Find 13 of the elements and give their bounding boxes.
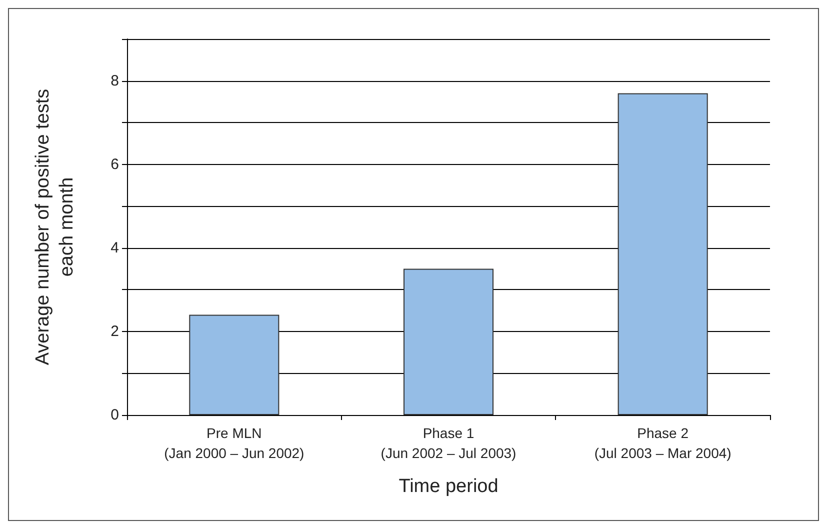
bar: [403, 268, 494, 415]
x-axis-title: Time period: [398, 476, 498, 497]
x-tick-label: Phase 1 (Jun 2002 – Jul 2003): [380, 425, 516, 461]
y-tick-label: 6: [110, 156, 119, 173]
y-axis-title: Average number of positive tests each month: [32, 88, 78, 366]
y-tick-label: 8: [110, 72, 119, 90]
bar: [189, 314, 280, 415]
x-tick-label: Pre MLN (Jan 2000 – Jun 2002): [164, 425, 304, 461]
y-tick-label: 0: [110, 406, 119, 424]
y-tick-label: 2: [110, 322, 119, 340]
y-tick-label: 4: [110, 239, 119, 256]
bar: [618, 93, 708, 415]
x-tick-label: Phase 2 (Jul 2003 – Mar 2004): [594, 425, 732, 461]
